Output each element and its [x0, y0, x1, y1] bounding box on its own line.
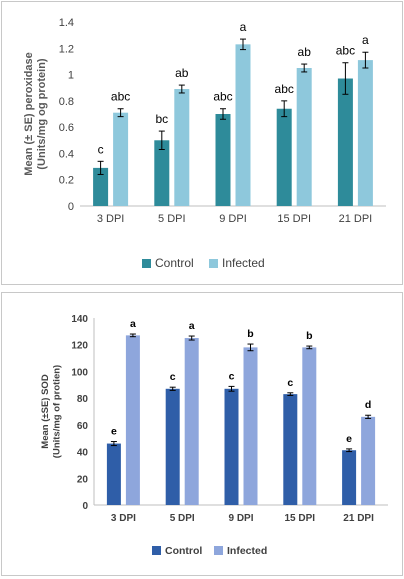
- bar-infected: [243, 347, 258, 505]
- bar-control: [93, 167, 109, 206]
- legend-swatch-infected: [209, 259, 218, 268]
- significance-label: b: [306, 330, 312, 342]
- significance-label: ab: [175, 66, 189, 80]
- y-tick-label: 140: [71, 314, 88, 325]
- bar-infected: [125, 335, 140, 505]
- y-tick-label: 80: [77, 394, 89, 405]
- peroxidase-chart-panel: 0 0.2 0.4 0.6 0.8 1 1.2 1.4 Mean (± SE) peroxida…: [1, 1, 403, 285]
- y-tick-label: 120: [71, 341, 88, 352]
- sod-chart-panel: 0 20 40 60 80 100 120 140 Mean (±SE) SOD(Units/m…: [1, 292, 403, 576]
- significance-label: a: [240, 20, 247, 34]
- significance-label: bc: [155, 112, 168, 126]
- y-axis-label-line1: Mean (±SE) SOD: [40, 374, 51, 449]
- significance-label: d: [365, 399, 371, 411]
- bar-control: [283, 394, 298, 505]
- legend-swatch-infected: [214, 546, 223, 555]
- significance-label: a: [362, 33, 369, 47]
- bar-control: [154, 140, 170, 206]
- significance-label: abc: [111, 90, 130, 104]
- y-tick-label: 100: [71, 367, 88, 378]
- y-axis-label: Mean (± SE) peroxidase(Units/mg og prote…: [23, 52, 48, 175]
- x-tick-label: 5 DPI: [170, 513, 195, 524]
- bar-infected: [361, 416, 376, 505]
- significance-label: b: [247, 328, 253, 340]
- significance-label: a: [130, 318, 136, 330]
- x-tick-label: 3 DPI: [111, 513, 136, 524]
- legend-label-infected: Infected: [222, 256, 265, 270]
- y-axis-label-line2: (Units/mg of protien): [52, 365, 63, 458]
- peroxidase-chart: 0 0.2 0.4 0.6 0.8 1 1.2 1.4 Mean (± SE) peroxida…: [23, 17, 386, 270]
- bar-control: [337, 78, 353, 206]
- bar-control: [215, 114, 231, 206]
- bar-infected: [296, 68, 312, 206]
- x-tick-label: 5 DPI: [158, 213, 186, 225]
- x-tick-label: 15 DPI: [285, 513, 316, 524]
- x-tick-label: 21 DPI: [343, 513, 374, 524]
- bar-control: [276, 108, 292, 206]
- sod-chart: 0 20 40 60 80 100 120 140 Mean (±SE) SOD(Units/m…: [40, 314, 388, 557]
- x-tick-label: 9 DPI: [228, 513, 253, 524]
- y-tick-label: 0.2: [59, 175, 74, 187]
- y-tick-label: 1.2: [59, 43, 74, 55]
- y-tick-label: 0.6: [59, 122, 74, 134]
- y-tick-label: 1.4: [59, 17, 74, 29]
- bar-infected: [357, 60, 373, 206]
- significance-label: abc: [213, 90, 232, 104]
- x-tick-label: 9 DPI: [219, 213, 247, 225]
- y-tick-label: 1: [68, 70, 74, 82]
- significance-label: e: [111, 426, 117, 438]
- significance-label: c: [170, 371, 176, 383]
- bar-control: [342, 450, 357, 505]
- legend-swatch-control: [152, 546, 161, 555]
- bar-infected: [184, 338, 199, 505]
- significance-label: a: [189, 320, 195, 332]
- x-tick-label: 21 DPI: [339, 213, 373, 225]
- x-tick-label: 15 DPI: [277, 213, 311, 225]
- y-tick-label: 0: [82, 501, 88, 512]
- significance-label: abc: [275, 82, 294, 96]
- bar-infected: [235, 44, 251, 206]
- significance-label: c: [287, 377, 293, 389]
- significance-label: c: [229, 370, 235, 382]
- y-tick-label: 0.8: [59, 96, 74, 108]
- significance-label: c: [98, 142, 104, 156]
- legend-label-control: Control: [155, 256, 194, 270]
- significance-label: ab: [298, 45, 312, 59]
- bar-infected: [174, 89, 190, 206]
- legend-swatch-control: [142, 259, 151, 268]
- y-axis-label-line2: (Units/mg og protein): [36, 58, 48, 170]
- significance-label: e: [346, 433, 352, 445]
- bar-infected: [302, 347, 317, 505]
- y-axis-label-line1: Mean (± SE) peroxidase: [23, 52, 35, 175]
- bar-control: [224, 388, 239, 505]
- legend-label-infected: Infected: [227, 545, 267, 557]
- y-tick-label: 0.4: [59, 148, 74, 160]
- x-tick-label: 3 DPI: [97, 213, 125, 225]
- legend-label-control: Control: [165, 545, 202, 557]
- significance-label: abc: [336, 44, 355, 58]
- y-tick-label: 0: [68, 201, 74, 213]
- bar-infected: [113, 112, 129, 206]
- bar-control: [106, 443, 121, 505]
- y-tick-label: 40: [77, 448, 89, 459]
- y-axis-label: Mean (±SE) SOD(Units/mg of protien): [40, 365, 62, 458]
- bar-control: [165, 388, 180, 505]
- y-tick-label: 60: [77, 421, 89, 432]
- y-tick-label: 20: [77, 474, 89, 485]
